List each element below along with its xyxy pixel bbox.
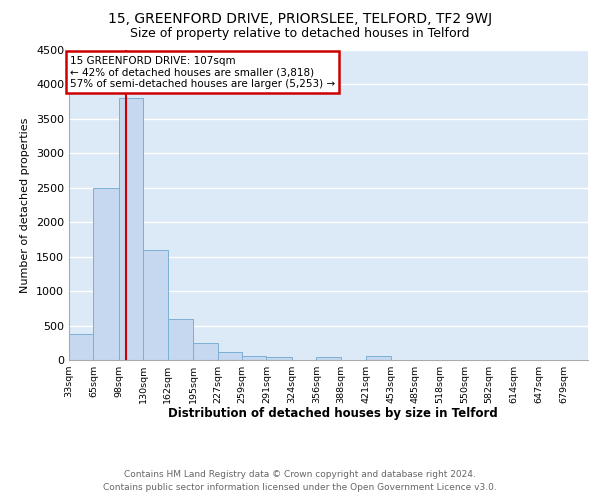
Text: Size of property relative to detached houses in Telford: Size of property relative to detached ho… — [130, 28, 470, 40]
Bar — [168, 318, 193, 360]
Bar — [143, 250, 168, 360]
Bar — [69, 334, 94, 360]
Bar — [242, 356, 266, 360]
Text: 15, GREENFORD DRIVE, PRIORSLEE, TELFORD, TF2 9WJ: 15, GREENFORD DRIVE, PRIORSLEE, TELFORD,… — [108, 12, 492, 26]
Bar — [94, 188, 119, 360]
Y-axis label: Number of detached properties: Number of detached properties — [20, 118, 31, 292]
Bar — [218, 352, 242, 360]
Text: Distribution of detached houses by size in Telford: Distribution of detached houses by size … — [168, 408, 498, 420]
Text: 15 GREENFORD DRIVE: 107sqm
← 42% of detached houses are smaller (3,818)
57% of s: 15 GREENFORD DRIVE: 107sqm ← 42% of deta… — [70, 56, 335, 88]
Bar — [266, 356, 292, 360]
Text: Contains HM Land Registry data © Crown copyright and database right 2024.
Contai: Contains HM Land Registry data © Crown c… — [103, 470, 497, 492]
Bar — [366, 356, 391, 360]
Bar — [193, 344, 218, 360]
Bar — [119, 98, 143, 360]
Bar — [316, 356, 341, 360]
